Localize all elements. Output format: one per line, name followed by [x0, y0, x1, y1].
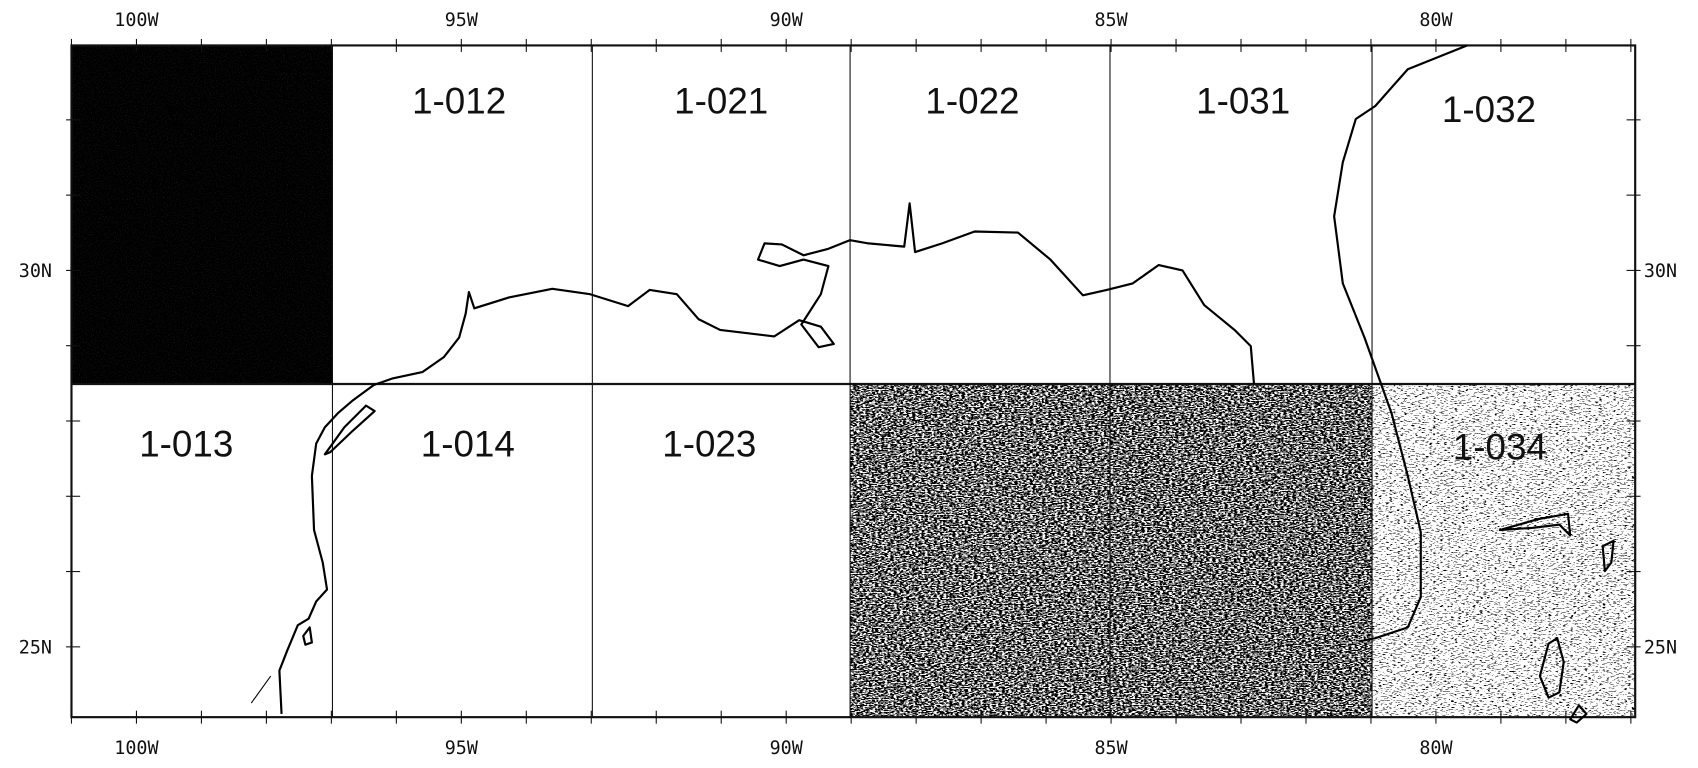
- lon-label: 80W: [1419, 10, 1453, 31]
- lon-label: 85W: [1094, 738, 1128, 759]
- cell-label: 1-032: [1442, 89, 1536, 130]
- cell-label: 1-012: [412, 81, 506, 122]
- lat-label: 25N: [19, 637, 52, 658]
- shaded-cell: [850, 384, 1373, 718]
- lon-label: 95W: [445, 10, 479, 31]
- lon-label: 90W: [770, 10, 804, 31]
- ticks: [66, 38, 1641, 724]
- shaded-cell-texture: [71, 45, 333, 385]
- shaded-cell: [1372, 384, 1636, 718]
- lat-label: 30N: [19, 261, 52, 282]
- lon-label: 85W: [1094, 10, 1128, 31]
- cell-label: 1-031: [1196, 81, 1290, 122]
- axis-labels: 100W 95W 90W 85W 80W 100W 95W 90W 85W 80W 30N 25N 30…: [19, 10, 1677, 759]
- lon-label: 100W: [114, 738, 159, 759]
- cell-label: 1-023: [662, 423, 756, 464]
- grid: [70, 44, 1637, 719]
- lon-label: 100W: [114, 10, 159, 31]
- lon-label: 90W: [770, 738, 804, 759]
- coastline: [250, 44, 1615, 724]
- frame: [70, 44, 1637, 719]
- lon-label: 80W: [1419, 738, 1453, 759]
- cell-label: 1-013: [139, 423, 233, 464]
- lon-label: 95W: [445, 738, 479, 759]
- cell-label: 1-014: [421, 423, 515, 464]
- lat-label: 25N: [1644, 637, 1677, 658]
- cell-label: 1-034: [1453, 427, 1547, 468]
- cell-label: 1-021: [674, 81, 768, 122]
- cell-label: 1-022: [925, 81, 1019, 122]
- lat-label: 30N: [1644, 261, 1677, 282]
